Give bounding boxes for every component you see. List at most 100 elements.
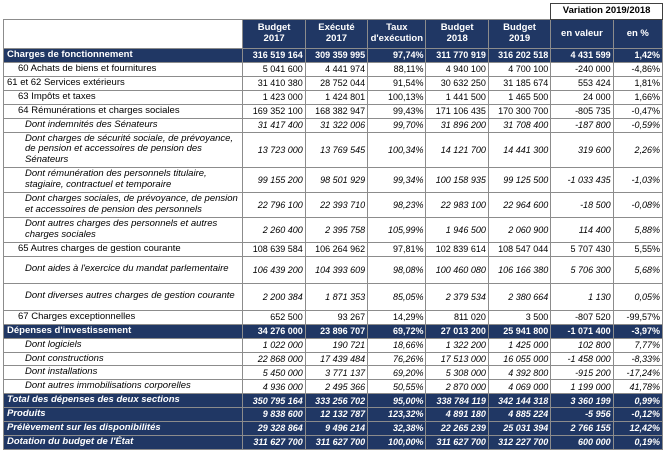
value-cell: 0,19% <box>612 435 664 450</box>
table-row: Dont autres charges des personnels et au… <box>2 216 664 243</box>
value-cell: 5 308 000 <box>425 365 489 381</box>
table-row: Dont charges sociales, de prévoyance, de… <box>2 192 664 218</box>
row-label: Dont diverses autres charges de gestion … <box>2 282 244 311</box>
budget-table-body: Charges de fonctionnement 316 519 164 309 … <box>2 48 664 450</box>
value-cell: 2 395 758 <box>304 216 369 243</box>
header-spacer <box>3 3 551 20</box>
value-cell: 1 423 000 <box>242 89 306 105</box>
value-cell: 1 322 200 <box>425 337 489 353</box>
corner-cell <box>2 19 244 49</box>
value-cell: 1 425 000 <box>487 337 552 353</box>
value-cell: 309 359 995 <box>304 48 369 63</box>
table-row: Dont indemnités des Sénateurs 31 417 400 3… <box>2 117 664 133</box>
col-header-taux-execution: Taux d'exécution <box>367 19 427 49</box>
row-label: Dont installations <box>2 365 244 381</box>
value-cell: 4 392 800 <box>487 365 552 381</box>
value-cell: 27 013 200 <box>425 323 489 339</box>
value-cell: 4 441 974 <box>304 61 369 77</box>
table-row: 60 Achats de biens et fournitures 5 041 6… <box>2 61 664 77</box>
value-cell: -805 735 <box>550 103 614 119</box>
value-cell: 2 766 155 <box>550 421 614 437</box>
column-header-row: Budget 2017 Exécuté 2017 Taux d'exécutio… <box>2 19 664 49</box>
value-cell: 50,55% <box>367 379 427 395</box>
value-cell: 319 600 <box>550 131 614 169</box>
table-row: Dépenses d'investissement 34 276 000 23 89… <box>2 323 664 339</box>
value-cell: 22 393 710 <box>304 192 369 218</box>
table-row: 64 Rémunérations et charges sociales 169 … <box>2 103 664 119</box>
value-cell: 17 439 484 <box>304 351 369 367</box>
row-label: 64 Rémunérations et charges sociales <box>2 103 244 119</box>
value-cell: 32,38% <box>367 421 427 437</box>
value-cell: 85,05% <box>367 282 427 311</box>
row-label: Dotation du budget de l'État <box>2 435 244 450</box>
value-cell: 123,32% <box>367 407 427 423</box>
value-cell: 98,23% <box>367 192 427 218</box>
value-cell: 23 896 707 <box>304 323 369 339</box>
value-cell: 17 513 000 <box>425 351 489 367</box>
value-cell: 1 946 500 <box>425 216 489 243</box>
col-header-budget-2018: Budget 2018 <box>425 19 489 49</box>
row-label: Dépenses d'investissement <box>2 323 244 339</box>
row-label: 67 Charges exceptionnelles <box>2 309 244 325</box>
row-label: 63 Impôts et taxes <box>2 89 244 105</box>
table-row: Dont constructions 22 868 000 17 439 484 76… <box>2 351 664 367</box>
value-cell: 1 424 801 <box>304 89 369 105</box>
table-row: Dont charges de sécurité sociale, de pré… <box>2 131 664 169</box>
row-label: 60 Achats de biens et fournitures <box>2 61 244 77</box>
row-label: Charges de fonctionnement <box>2 48 244 63</box>
value-cell: 99,34% <box>367 167 427 194</box>
budget-table: Variation 2019/2018 Budget 2017 Exécuté … <box>2 3 664 450</box>
value-cell: 2,26% <box>612 131 664 169</box>
value-cell: 28 752 044 <box>304 75 369 91</box>
value-cell: 9 838 600 <box>242 407 306 423</box>
value-cell: 9 496 214 <box>304 421 369 437</box>
value-cell: 14 441 300 <box>487 131 552 169</box>
value-cell: 99 125 500 <box>487 167 552 194</box>
value-cell: 93 267 <box>304 309 369 325</box>
value-cell: 4 431 599 <box>550 48 614 63</box>
value-cell: 97,81% <box>367 241 427 257</box>
value-cell: 171 106 435 <box>425 103 489 119</box>
row-label: Prélèvement sur les disponibilités <box>2 421 244 437</box>
value-cell: 95,00% <box>367 393 427 409</box>
table-row: 61 et 62 Services extérieurs 31 410 380 28… <box>2 75 664 91</box>
row-label: Dont charges sociales, de prévoyance, de… <box>2 192 244 218</box>
value-cell: 5,55% <box>612 241 664 257</box>
value-cell: 342 144 318 <box>487 393 552 409</box>
value-cell: 22 983 100 <box>425 192 489 218</box>
table-row: Dotation du budget de l'État 311 627 700 3… <box>2 435 664 450</box>
value-cell: 88,11% <box>367 61 427 77</box>
value-cell: 41,78% <box>612 379 664 395</box>
value-cell: 2 495 366 <box>304 379 369 395</box>
value-cell: -99,57% <box>612 309 664 325</box>
value-cell: -0,08% <box>612 192 664 218</box>
value-cell: 312 227 700 <box>487 435 552 450</box>
value-cell: 2 260 400 <box>242 216 306 243</box>
value-cell: 34 276 000 <box>242 323 306 339</box>
value-cell: 99,70% <box>367 117 427 133</box>
value-cell: -240 000 <box>550 61 614 77</box>
value-cell: 350 795 164 <box>242 393 306 409</box>
value-cell: 4 936 000 <box>242 379 306 395</box>
value-cell: 25 031 394 <box>487 421 552 437</box>
table-row: 63 Impôts et taxes 1 423 000 1 424 801 100,… <box>2 89 664 105</box>
value-cell: 16 055 000 <box>487 351 552 367</box>
value-cell: 5 041 600 <box>242 61 306 77</box>
value-cell: 4 069 000 <box>487 379 552 395</box>
value-cell: 114 400 <box>550 216 614 243</box>
value-cell: 31 896 200 <box>425 117 489 133</box>
col-header-en-valeur: en valeur <box>550 19 614 49</box>
value-cell: 0,05% <box>612 282 664 311</box>
value-cell: 22 265 239 <box>425 421 489 437</box>
row-label: Dont constructions <box>2 351 244 367</box>
value-cell: 2 380 664 <box>487 282 552 311</box>
table-row: Charges de fonctionnement 316 519 164 309 … <box>2 48 664 63</box>
value-cell: 14,29% <box>367 309 427 325</box>
value-cell: 14 121 700 <box>425 131 489 169</box>
value-cell: 2 379 534 <box>425 282 489 311</box>
value-cell: 0,99% <box>612 393 664 409</box>
value-cell: 316 519 164 <box>242 48 306 63</box>
value-cell: -0,59% <box>612 117 664 133</box>
value-cell: 5 706 300 <box>550 255 614 284</box>
